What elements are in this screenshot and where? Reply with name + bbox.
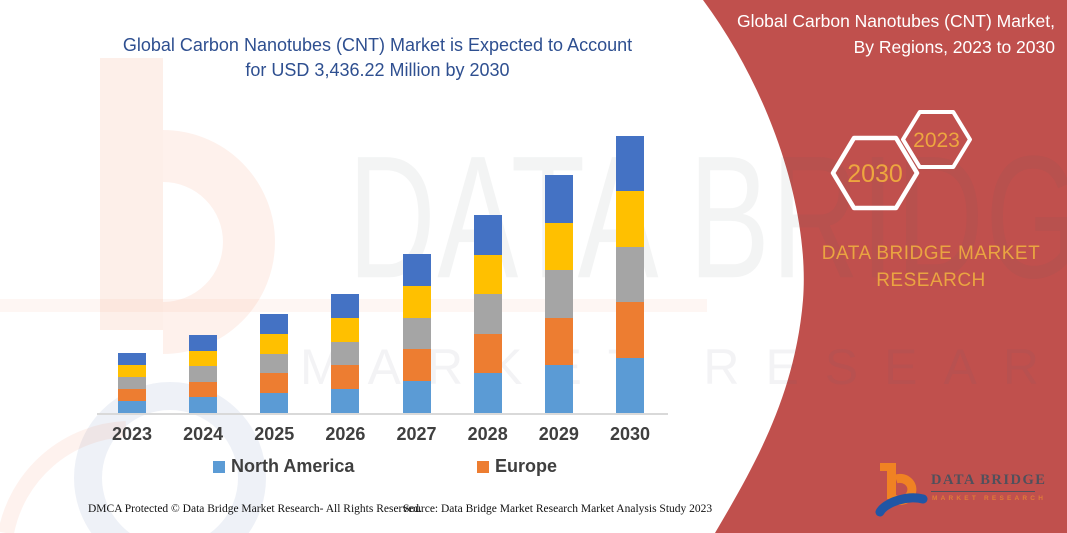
bar-segment-europe-2023 xyxy=(118,388,146,401)
x-axis-label-2024: 2024 xyxy=(183,424,224,444)
x-axis-label-2027: 2027 xyxy=(396,424,437,444)
chart-title-line1: Global Carbon Nanotubes (CNT) Market is … xyxy=(122,35,633,55)
bar-segment-unlabeled-darkblue-2029 xyxy=(544,175,573,223)
bar-segment-unlabeled-darkblue-2025 xyxy=(260,314,289,334)
bar-segment-unlabeled-gray-2025 xyxy=(260,353,289,374)
bar-segment-north-america-2025 xyxy=(260,393,289,413)
bar-segment-unlabeled-gray-2029 xyxy=(544,270,573,318)
bar-segment-europe-2024 xyxy=(189,381,218,398)
x-axis-label-2030: 2030 xyxy=(609,424,650,444)
bar-segment-north-america-2030 xyxy=(615,357,644,413)
band-title-line1: Global Carbon Nanotubes (CNT) Market, xyxy=(736,11,1055,31)
logo-divider xyxy=(931,491,1035,492)
bar-segment-europe-2027 xyxy=(402,349,431,382)
bar-segment-north-america-2027 xyxy=(402,381,431,413)
bar-segment-unlabeled-yellow-2023 xyxy=(118,364,146,377)
bar-segment-unlabeled-yellow-2024 xyxy=(189,350,218,367)
x-axis-label-2029: 2029 xyxy=(538,424,579,444)
x-axis-label-2026: 2026 xyxy=(325,424,366,444)
band-title-line2: By Regions, 2023 to 2030 xyxy=(853,37,1055,57)
bar-segment-unlabeled-gray-2024 xyxy=(189,366,218,382)
x-axis-label-2023: 2023 xyxy=(111,424,153,444)
bar-segment-unlabeled-yellow-2027 xyxy=(402,285,431,318)
bar-segment-north-america-2026 xyxy=(331,389,360,413)
logo-wordmark: DATA BRIDGE xyxy=(931,472,1047,488)
legend-item-europe: Europe xyxy=(477,456,557,476)
bar-segment-unlabeled-yellow-2026 xyxy=(331,317,360,342)
bar-segment-unlabeled-gray-2030 xyxy=(615,246,644,303)
bar-segment-north-america-2023 xyxy=(118,400,146,413)
chart-title-line2: for USD 3,436.22 Million by 2030 xyxy=(245,60,510,80)
hexagon-2030-label: 2030 xyxy=(847,160,903,188)
bar-segment-europe-2028 xyxy=(473,333,502,374)
logo-b-hook xyxy=(880,463,887,471)
x-axis-label-2025: 2025 xyxy=(254,424,295,444)
bar-segment-unlabeled-gray-2023 xyxy=(118,376,146,389)
bar-segment-unlabeled-yellow-2028 xyxy=(473,254,502,295)
bar-segment-unlabeled-yellow-2025 xyxy=(260,333,289,354)
brand-panel-text: DATA BRIDGE MARKET RESEARCH xyxy=(802,240,1060,294)
bar-segment-unlabeled-darkblue-2027 xyxy=(402,254,431,286)
chart-title: Global Carbon Nanotubes (CNT) Market is … xyxy=(55,33,700,83)
brand-panel-line1: DATA BRIDGE MARKET xyxy=(821,243,1041,264)
logo-b-bowl xyxy=(891,473,917,505)
bar-segment-unlabeled-darkblue-2026 xyxy=(331,294,360,318)
bar-segment-europe-2030 xyxy=(615,302,644,358)
bar-segment-unlabeled-yellow-2029 xyxy=(544,222,573,271)
bar-segment-europe-2026 xyxy=(331,365,360,390)
legend-label-europe: Europe xyxy=(495,456,558,476)
bar-segment-europe-2029 xyxy=(544,317,573,366)
x-axis-label-2028: 2028 xyxy=(467,424,508,444)
bar-segment-europe-2025 xyxy=(260,373,289,394)
bar-segment-unlabeled-yellow-2030 xyxy=(615,191,644,247)
x-axis-line xyxy=(97,413,668,415)
legend-swatch-europe xyxy=(477,461,489,473)
bar-segment-unlabeled-gray-2028 xyxy=(473,294,502,334)
bar-segment-unlabeled-darkblue-2024 xyxy=(189,334,218,351)
hexagon-2023-label: 2023 xyxy=(913,129,960,152)
bar-segment-north-america-2028 xyxy=(473,373,502,413)
logo-subtitle: MARKET RESEARCH xyxy=(932,495,1047,502)
bar-segment-unlabeled-darkblue-2023 xyxy=(118,352,146,365)
logo-b-stem xyxy=(887,463,896,499)
bar-segment-unlabeled-gray-2027 xyxy=(402,317,431,350)
footer-dmca-text: DMCA Protected © Data Bridge Market Rese… xyxy=(88,503,422,515)
legend-label-north-america: North America xyxy=(231,456,355,476)
bar-segment-unlabeled-gray-2026 xyxy=(331,341,360,366)
band-title: Global Carbon Nanotubes (CNT) Market, By… xyxy=(710,8,1055,60)
bar-segment-unlabeled-darkblue-2030 xyxy=(615,136,644,192)
legend-swatch-north-america xyxy=(213,461,225,473)
footer-source-text: Source: Data Bridge Market Research Mark… xyxy=(403,503,713,515)
bar-segment-north-america-2024 xyxy=(189,397,218,413)
brand-panel-line2: RESEARCH xyxy=(876,270,986,291)
bar-segment-north-america-2029 xyxy=(544,365,573,413)
bar-segment-unlabeled-darkblue-2028 xyxy=(473,215,502,255)
legend-item-north-america: North America xyxy=(213,456,354,476)
logo-swoosh xyxy=(875,493,928,517)
